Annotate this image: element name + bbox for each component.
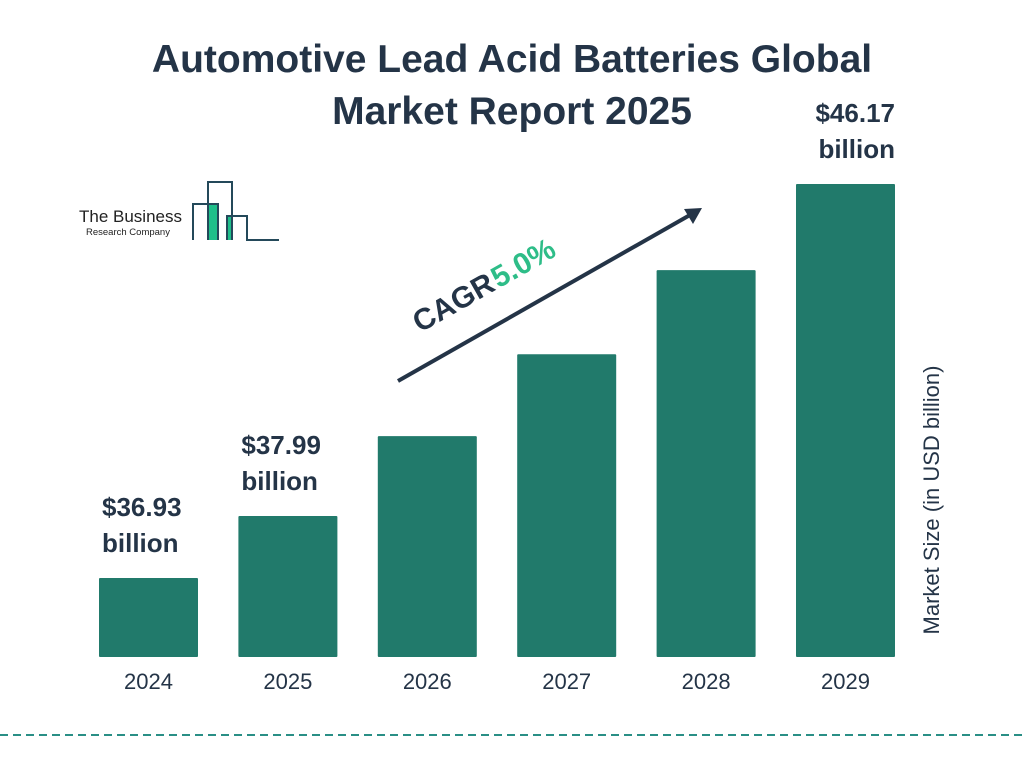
data-label-unit-2029: billion: [818, 134, 895, 164]
cagr-label: CAGR: [407, 267, 500, 339]
logo-bar-1: [208, 204, 217, 240]
x-tick-label-2026: 2026: [403, 669, 452, 694]
x-tick-label-2028: 2028: [682, 669, 731, 694]
data-label-value-2024: $36.93: [102, 492, 182, 522]
bar-2027: [517, 354, 617, 657]
data-label-unit-2024: billion: [102, 528, 179, 558]
logo-bar-2: [227, 216, 232, 240]
bar-2025: [238, 516, 338, 657]
logo-outline: [192, 181, 279, 241]
title-line-2: Market Report 2025: [332, 90, 692, 133]
data-label-unit-2025: billion: [241, 466, 318, 496]
bar-2024: [99, 578, 198, 657]
bar-2029: [796, 184, 895, 657]
cagr-arrowhead-icon: [684, 208, 702, 224]
bar-2028: [656, 270, 756, 657]
x-tick-label-2029: 2029: [821, 669, 870, 694]
bar-2026: [377, 436, 477, 657]
logo-text-1: The Business: [79, 207, 182, 226]
data-label-value-2029: $46.17: [815, 98, 895, 128]
title-line-1: Automotive Lead Acid Batteries Global: [151, 38, 873, 81]
cagr-arrow-line: [397, 213, 691, 383]
x-tick-label-2027: 2027: [542, 669, 591, 694]
cagr-value: 5.0%: [486, 232, 562, 294]
y-axis-label: Market Size (in USD billion): [919, 365, 944, 635]
data-label-value-2025: $37.99: [241, 430, 321, 460]
x-tick-label-2025: 2025: [263, 669, 312, 694]
x-tick-label-2024: 2024: [124, 669, 173, 694]
chart-title: Automotive Lead Acid Batteries Global Ma…: [0, 34, 1024, 138]
logo-text-2: Research Company: [86, 227, 170, 238]
logo: The Business Research Company: [79, 181, 279, 241]
